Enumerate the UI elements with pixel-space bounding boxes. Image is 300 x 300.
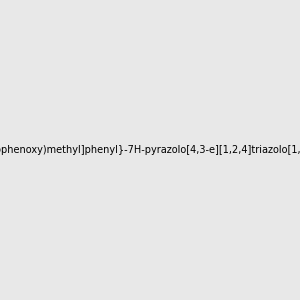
Text: 2-{4-[(2-chlorophenoxy)methyl]phenyl}-7H-pyrazolo[4,3-e][1,2,4]triazolo[1,5-c]py: 2-{4-[(2-chlorophenoxy)methyl]phenyl}-7H…: [0, 145, 300, 155]
